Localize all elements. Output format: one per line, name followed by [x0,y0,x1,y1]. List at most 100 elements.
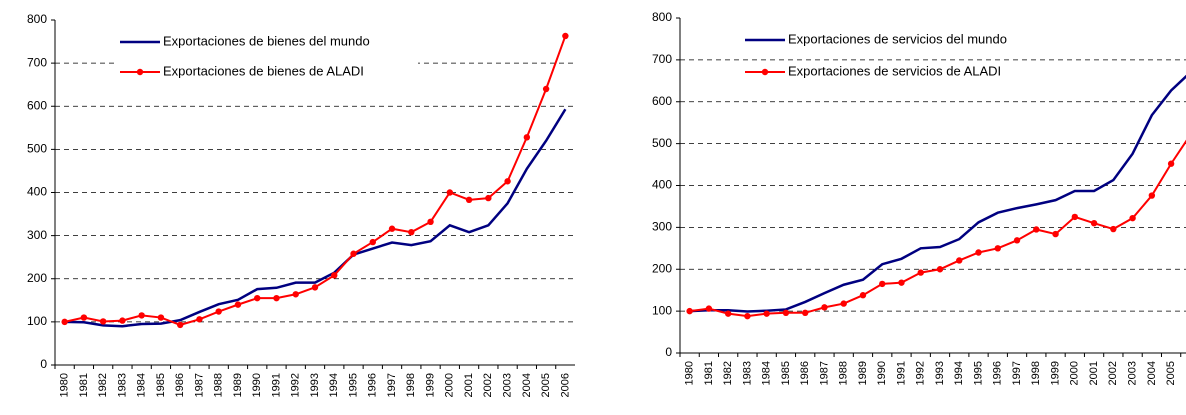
x-tick-label: 1985 [780,361,792,385]
x-tick-label: 2002 [1107,361,1119,385]
x-tick-label: 2004 [521,373,533,397]
point [523,134,531,141]
legend-label: Exportaciones de bienes de ALADI [163,63,364,78]
x-tick-label: 1993 [309,373,321,397]
point [1090,219,1098,227]
x-tick-label: 1989 [232,373,244,397]
x-tick-label: 1991 [270,373,282,397]
x-tick-label: 2003 [501,373,513,397]
x-tick-label: 1993 [934,361,946,385]
point [369,238,376,246]
point [215,308,222,315]
point [350,250,357,257]
y-tick-label: 100 [27,314,47,328]
y-tick-label: 500 [652,136,672,150]
point [1129,214,1136,222]
x-tick-label: 1999 [1049,361,1061,385]
point [408,228,415,236]
legend-bg [118,31,418,53]
point [898,279,905,286]
x-tick-label: 1990 [876,361,888,385]
x-tick-label: 2001 [1088,361,1100,385]
y-tick-label: 800 [27,12,47,26]
legend-label: Exportaciones de servicios del mundo [788,31,1007,46]
x-tick-label: 1984 [761,361,773,385]
point [1071,213,1079,221]
x-tick-label: 1995 [972,361,984,385]
point [1052,230,1059,238]
x-tick-label: 1983 [116,373,128,397]
point [99,318,107,325]
point [427,218,434,226]
point [1110,225,1117,233]
point [705,305,713,312]
x-tick-label: 2002 [482,373,494,397]
point [1167,160,1175,167]
y-tick-label: 600 [27,98,47,112]
point [388,225,396,232]
y-tick-label: 400 [652,178,672,192]
y-tick-label: 600 [652,94,672,108]
point [138,312,145,319]
x-tick-label: 1994 [328,373,340,397]
x-tick-label: 1991 [895,361,907,385]
x-tick-label: 1987 [818,361,830,385]
x-tick-label: 2000 [444,373,456,397]
point [292,291,299,298]
x-tick-label: 1980 [684,361,696,385]
x-tick-label: 1981 [78,373,90,397]
chart: 0 100 200 300 400 500 600 700 800 1980 1981 1982 198… [652,10,1186,385]
point [917,269,924,276]
point [821,304,828,311]
point [542,85,550,93]
x-tick-label: 1983 [741,361,753,385]
point [744,312,751,320]
x-tick-label: 1990 [251,373,263,397]
x-tick-label: 1995 [347,373,359,397]
x-tick-label: 1997 [1011,361,1023,385]
x-tick-label: 1994 [953,361,965,385]
point [254,294,261,302]
y-tick-label: 800 [652,10,672,24]
point [234,301,242,308]
x-tick-label: 1981 [703,361,715,385]
legend-bg [743,61,1043,83]
x-tick-label: 2000 [1069,361,1081,385]
x-tick-label: 1989 [857,361,869,385]
point [686,307,693,315]
point [331,272,338,279]
x-tick-label: 1996 [992,361,1004,385]
point [119,317,126,324]
x-tick-label: 2006 [1184,361,1186,385]
point [465,196,473,204]
legend-marker [761,68,769,76]
point [994,245,1001,252]
x-tick-label: 1982 [722,361,734,385]
point [859,292,867,299]
x-tick-label: 2004 [1146,361,1158,385]
point [801,309,809,316]
x-tick-label: 1988 [838,361,850,385]
series-line [689,74,1186,313]
point [1033,226,1040,233]
y-tick-label: 300 [27,228,47,242]
y-tick-label: 100 [652,303,672,317]
y-tick-label: 300 [652,220,672,234]
point [763,310,770,317]
point [176,321,184,329]
point [485,194,492,202]
y-tick-label: 200 [652,261,672,275]
point [446,189,454,196]
x-tick-label: 1982 [97,373,109,397]
point [956,257,963,264]
point [1148,192,1156,199]
point [936,266,944,273]
x-tick-label: 1997 [386,373,398,397]
x-tick-label: 2003 [1126,361,1138,385]
point [724,310,732,317]
x-tick-label: 2006 [559,373,571,397]
legend-bg [118,61,418,83]
point [311,284,319,291]
y-tick-label: 700 [27,55,47,69]
